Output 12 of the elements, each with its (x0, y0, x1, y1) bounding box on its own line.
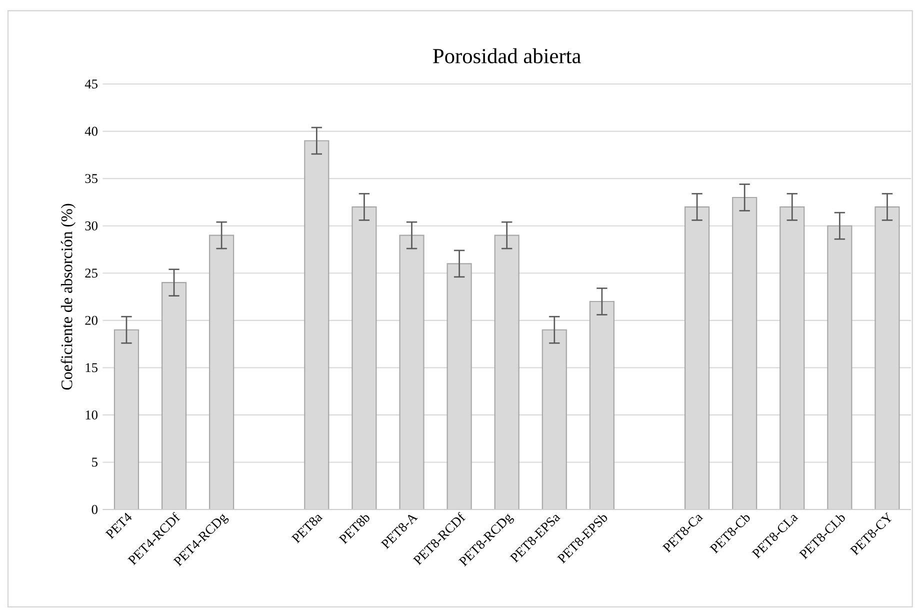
y-tick-label: 15 (86, 363, 98, 372)
y-tick-label: 20 (85, 316, 98, 326)
y-tick-label: 35 (85, 174, 98, 184)
y-tick-label: 30 (85, 222, 98, 231)
y-tick-label: 40 (84, 127, 98, 136)
y-tick-label: 10 (86, 410, 98, 420)
y-tick-label: 25 (85, 268, 98, 278)
chart-title: Porosidad abierta (433, 48, 581, 64)
y-tick-label: 0 (92, 505, 98, 514)
y-tick-label: 45 (84, 80, 98, 89)
y-axis-title: Coeficiente de absorción (%) (60, 204, 76, 390)
y-tick-label: 5 (92, 458, 98, 467)
